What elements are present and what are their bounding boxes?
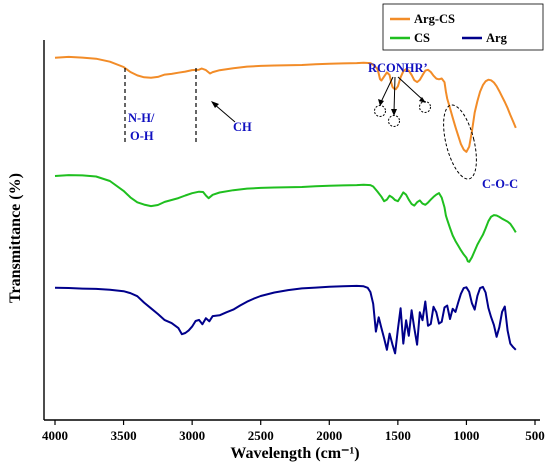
x-tick-label: 2500 — [248, 428, 274, 443]
x-tick-label: 3000 — [179, 428, 205, 443]
legend-label-cs: CS — [414, 31, 430, 45]
rconhr-circle-2 — [388, 115, 400, 127]
legend: Arg-CS CS Arg — [382, 3, 544, 51]
y-axis-title: Transmittance (%) — [7, 173, 24, 303]
coc-ellipse — [443, 104, 477, 180]
x-axis-title: Wavelength (cm⁻¹) — [230, 445, 359, 462]
ch-arrow-line — [213, 103, 236, 123]
rconhr-arrow-1 — [380, 76, 394, 103]
annotation-oh: O-H — [130, 129, 154, 143]
x-tick-label: 500 — [525, 428, 545, 443]
rconhr-circle-3 — [419, 101, 431, 113]
x-tick-label: 3500 — [111, 428, 137, 443]
x-tick-label: 1500 — [385, 428, 411, 443]
annotations: N-H/ O-H CH RCONHR’ C-O-C — [124, 61, 518, 191]
x-tick-label: 2000 — [316, 428, 342, 443]
annotation-nh: N-H/ — [128, 111, 155, 125]
annotation-rconhr: RCONHR’ — [368, 61, 428, 75]
axes — [43, 40, 540, 421]
annotation-ch: CH — [233, 120, 252, 134]
legend-label-arg-cs: Arg-CS — [414, 12, 455, 26]
series-line-cs — [54, 174, 517, 263]
x-tick-label: 4000 — [42, 428, 68, 443]
legend-box — [382, 3, 544, 51]
x-tick-label: 1000 — [453, 428, 479, 443]
rconhr-arrow-1-head — [378, 99, 384, 106]
series-layer — [54, 55, 517, 355]
legend-label-arg: Arg — [486, 31, 508, 45]
series-line-arg — [54, 284, 517, 355]
rconhr-arrow-2-head — [391, 109, 397, 116]
rconhr-arrow-3-head — [419, 97, 426, 103]
rconhr-circle-1 — [374, 105, 386, 117]
annotation-coc: C-O-C — [482, 177, 518, 191]
series-line-arg-cs — [54, 55, 517, 153]
rconhr-arrow-2 — [393, 76, 396, 113]
ch-arrow-head — [211, 101, 219, 108]
rconhr-arrow-3 — [397, 76, 424, 101]
x-ticks: 4000 3500 3000 2500 2000 1500 1000 500 — [42, 420, 545, 443]
